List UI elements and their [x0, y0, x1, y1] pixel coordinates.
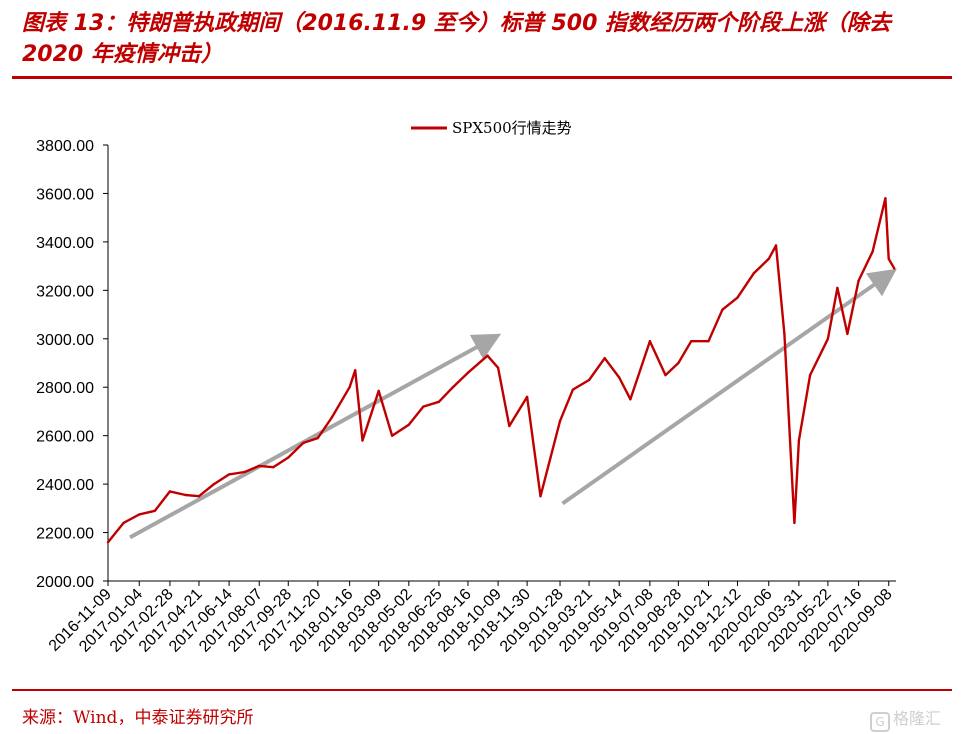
data-point	[153, 509, 157, 512]
data-point	[797, 439, 801, 442]
data-point	[648, 340, 652, 343]
legend: SPX500行情走势	[411, 119, 572, 137]
data-point	[539, 495, 542, 498]
data-point	[558, 419, 562, 423]
data-point	[571, 388, 575, 391]
data-point	[767, 257, 770, 260]
data-point	[857, 279, 860, 282]
data-point	[736, 296, 739, 299]
y-tick-label: 2200.00	[36, 526, 94, 543]
data-point	[783, 332, 786, 336]
y-tick-label: 2600.00	[36, 429, 94, 446]
data-point	[893, 267, 896, 270]
footer-rule	[12, 689, 952, 691]
data-point	[871, 250, 874, 253]
data-point	[272, 466, 275, 469]
data-point	[752, 272, 755, 275]
data-point	[721, 308, 724, 311]
data-point	[603, 357, 606, 360]
data-point	[243, 470, 246, 474]
y-tick-label: 2000.00	[36, 574, 94, 591]
watermark-icon: G	[870, 712, 890, 732]
data-point	[677, 361, 680, 365]
data-point	[884, 197, 887, 200]
data-point	[354, 369, 357, 372]
legend-label: SPX500行情走势	[452, 119, 572, 137]
data-point	[212, 482, 216, 486]
data-point	[774, 244, 778, 247]
data-point	[846, 332, 849, 336]
data-point	[826, 337, 830, 340]
watermark: G 格隆汇	[870, 705, 941, 732]
y-tick-label: 3800.00	[36, 138, 94, 155]
source-note: 来源：Wind，中泰证券研究所	[22, 708, 254, 728]
data-point	[407, 423, 410, 426]
data-point	[330, 416, 333, 419]
y-tick-label: 3600.00	[36, 186, 94, 203]
data-point	[836, 286, 839, 290]
title-rule	[12, 76, 952, 79]
data-point	[808, 373, 812, 377]
data-point	[486, 354, 489, 357]
data-point	[122, 521, 125, 525]
data-point	[618, 376, 621, 379]
axes: 2000.00 2200.00 2400.00 2600.00 2800.00 3000.…	[36, 138, 896, 656]
data-point	[422, 405, 425, 408]
data-point	[525, 395, 529, 399]
trend-arrow	[561, 268, 897, 506]
data-point	[287, 456, 290, 459]
data-point	[587, 378, 591, 382]
data-point	[377, 389, 380, 393]
data-point	[508, 424, 511, 428]
data-point	[437, 400, 441, 403]
data-point	[258, 464, 261, 468]
data-point	[629, 398, 632, 401]
data-point	[451, 386, 455, 389]
series-line-spx500	[107, 197, 896, 543]
annotations	[129, 268, 897, 540]
y-tick-label: 2400.00	[36, 477, 94, 494]
series-group	[106, 197, 896, 544]
trend-arrow	[129, 333, 502, 540]
data-point	[168, 490, 172, 493]
data-point	[361, 439, 364, 442]
data-point	[227, 473, 231, 476]
watermark-text: 格隆汇	[893, 709, 942, 728]
chart-title: 图表 13：特朗普执政期间（2016.11.9 至今）标普 500 指数经历两个…	[22, 11, 892, 67]
y-tick-label: 3200.00	[36, 283, 94, 300]
data-point	[348, 386, 351, 389]
y-tick-label: 3400.00	[36, 235, 94, 252]
data-point	[664, 373, 667, 377]
data-point	[184, 493, 187, 497]
y-tick-label: 3000.00	[36, 332, 94, 349]
data-point	[106, 541, 110, 544]
data-point	[390, 434, 394, 437]
data-point	[707, 340, 710, 343]
data-point	[316, 436, 319, 440]
data-point	[496, 366, 500, 369]
data-point	[138, 513, 141, 516]
data-point	[793, 521, 796, 525]
data-point	[466, 371, 470, 374]
data-point	[197, 495, 201, 498]
y-tick-label: 2800.00	[36, 380, 94, 397]
data-point	[690, 340, 693, 343]
data-point	[887, 257, 890, 260]
data-point	[302, 441, 305, 445]
